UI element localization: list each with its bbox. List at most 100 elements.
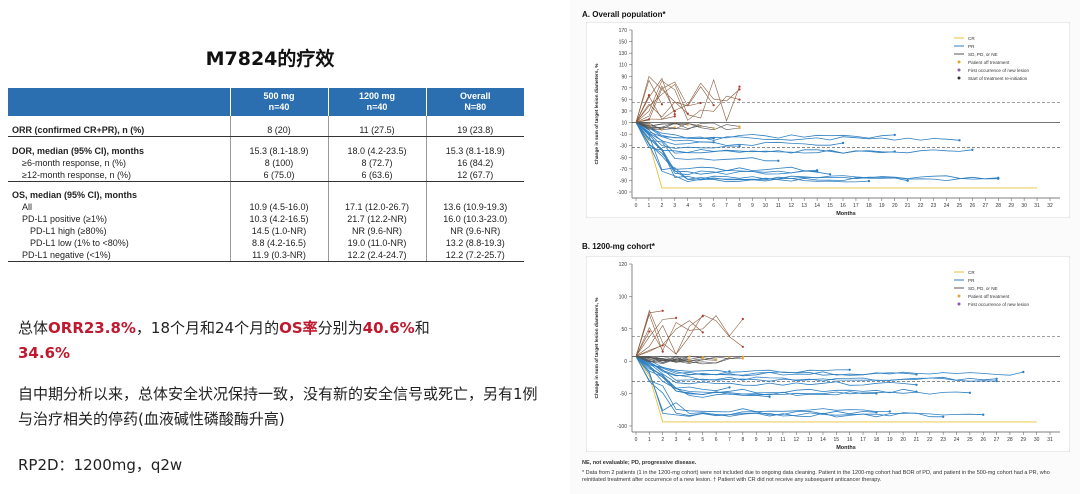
- series-pr-line: [635, 356, 997, 382]
- series-sd-pd-endpoint: [701, 357, 704, 360]
- row-label: All: [22, 202, 33, 212]
- series-pr-endpoint: [875, 411, 878, 414]
- cell: 19 (23.8): [425, 124, 524, 137]
- cell: 14.5 (1.0-NR): [229, 225, 328, 237]
- series-pr-line: [635, 356, 877, 416]
- series-pr-line: [635, 356, 970, 396]
- col-header-line: 500 mg: [263, 91, 295, 101]
- x-tick-label: 14: [820, 437, 826, 443]
- orr-highlight: ORR23.8%: [48, 319, 136, 337]
- summary-text: 和: [414, 319, 430, 337]
- footnote-data: * Data from 2 patients (1 in the 1200-mg…: [582, 470, 1050, 483]
- series-sd-pd-endpoint: [728, 356, 731, 359]
- waterfall-panel: A. Overall population* 170 150 130 110 90 70 5…: [570, 0, 1080, 494]
- x-tick-label: 2: [660, 203, 663, 209]
- y-tick-label: -70: [620, 167, 627, 173]
- x-tick-label: 27: [994, 437, 1000, 443]
- col-header-1200mg: 1200 mg n=40: [327, 88, 426, 116]
- series-pr-endpoint: [712, 137, 715, 140]
- series-sd-pd-line: [635, 80, 740, 123]
- series-sd-pd-endpoint: [673, 113, 676, 116]
- x-tick-label: 30: [1034, 437, 1040, 443]
- series-pr-line: [635, 356, 890, 413]
- row-label: OS, median (95% CI), months: [12, 190, 138, 200]
- x-tick-label: 26: [980, 437, 986, 443]
- series-sd-pd-endpoint: [712, 127, 715, 130]
- x-tick-label: 7: [725, 203, 728, 209]
- y-tick-label: -10: [620, 132, 627, 138]
- x-tick-label: 10: [763, 203, 769, 209]
- x-tick-label: 5: [701, 437, 704, 443]
- os-rate-highlight: OS率: [279, 319, 318, 337]
- series-pr-endpoint: [893, 133, 896, 137]
- x-axis-label: Months: [836, 445, 856, 451]
- x-tick-label: 27: [983, 203, 989, 209]
- x-tick-label: 20: [892, 203, 898, 209]
- legend-marker: [957, 294, 961, 298]
- series-sd-pd-endpoint: [660, 128, 663, 131]
- col-header-line: n=40: [366, 102, 388, 112]
- x-tick-label: 5: [699, 203, 702, 209]
- cell: 15.3 (8.1-18.9): [229, 144, 328, 157]
- x-tick-label: 12: [788, 203, 794, 209]
- series-sd-pd-endpoint: [741, 357, 744, 360]
- col-header-overall: Overall N=80: [425, 88, 524, 116]
- x-tick-label: 6: [712, 203, 715, 209]
- x-tick-label: 1: [648, 203, 651, 209]
- y-tick-label: -30: [620, 144, 627, 150]
- series-pr-endpoint: [728, 370, 731, 373]
- series-sd-pd-endpoint: [701, 315, 704, 318]
- efficacy-panel: M7824的疗效 500 mg n=40 1200 mg n=40 Overal…: [8, 48, 538, 474]
- series-sd-pd-line: [635, 122, 740, 131]
- table-row: PD-L1 positive (≥1%) 10.3 (4.2-16.5) 21.…: [8, 213, 524, 225]
- table-row: PD-L1 high (≥80%) 14.5 (1.0-NR) NR (9.6-…: [8, 225, 524, 237]
- y-tick-label: 10: [621, 121, 627, 127]
- y-tick-label: 0: [624, 359, 627, 365]
- series-pr-endpoint: [906, 179, 909, 182]
- y-tick-label: 170: [619, 28, 628, 34]
- series-sd-pd-endpoint: [686, 123, 689, 126]
- chart-frame: [586, 256, 1070, 452]
- series-pr-line: [635, 122, 818, 176]
- series-sd-pd-endpoint: [699, 101, 702, 105]
- x-tick-label: 17: [853, 203, 859, 209]
- series-sd-pd-line: [635, 81, 714, 123]
- series-sd-pd-endpoint: [701, 355, 704, 359]
- cell: 15.3 (8.1-18.9): [425, 144, 524, 157]
- series-pr-endpoint: [841, 141, 845, 145]
- legend-label: Start of treatment re-initiation: [968, 76, 1028, 81]
- x-tick-label: 24: [954, 437, 960, 443]
- x-tick-label: 25: [967, 437, 973, 443]
- series-pr-endpoint: [828, 173, 832, 176]
- x-tick-label: 15: [834, 437, 840, 443]
- x-tick-label: 13: [801, 203, 807, 209]
- series-sd-pd-endpoint: [660, 103, 663, 106]
- cell: 12.2 (2.4-24.7): [327, 249, 426, 262]
- series-sd-pd-endpoint: [648, 330, 651, 333]
- x-tick-label: 4: [686, 203, 689, 209]
- table-row: PD-L1 negative (<1%) 11.9 (0.3-NR) 12.2 …: [8, 249, 524, 262]
- series-sd-pd-line: [635, 122, 714, 129]
- row-label: ≥6-month response, n (%): [22, 157, 126, 168]
- series-pr-endpoint: [1022, 370, 1025, 374]
- series-pr-endpoint: [712, 141, 715, 144]
- series-sd-pd-endpoint: [661, 350, 664, 353]
- table-row: ≥6-month response, n (%) 8 (100) 8 (72.7…: [8, 156, 524, 169]
- legend-label: CR: [968, 36, 975, 41]
- series-pr-line: [635, 356, 850, 374]
- series-pr-endpoint: [867, 179, 871, 183]
- x-tick-label: 19: [879, 203, 885, 209]
- x-tick-label: 18: [874, 437, 880, 443]
- table-header-row: 500 mg n=40 1200 mg n=40 Overall N=80: [8, 88, 524, 116]
- table-header-blank: [8, 88, 230, 116]
- series-pr-line: [635, 122, 960, 141]
- series-pr-endpoint: [958, 139, 961, 142]
- x-tick-label: 10: [767, 437, 773, 443]
- series-pr-endpoint: [848, 368, 851, 371]
- row-label: ORR (confirmed CR+PR), n (%): [8, 124, 230, 137]
- table-row: All 10.9 (4.5-16.0) 17.1 (12.0-26.7) 13.…: [8, 201, 524, 213]
- y-tick-label: -100: [617, 424, 627, 430]
- series-pr-line: [635, 122, 844, 146]
- series-sd-pd-endpoint: [738, 126, 741, 130]
